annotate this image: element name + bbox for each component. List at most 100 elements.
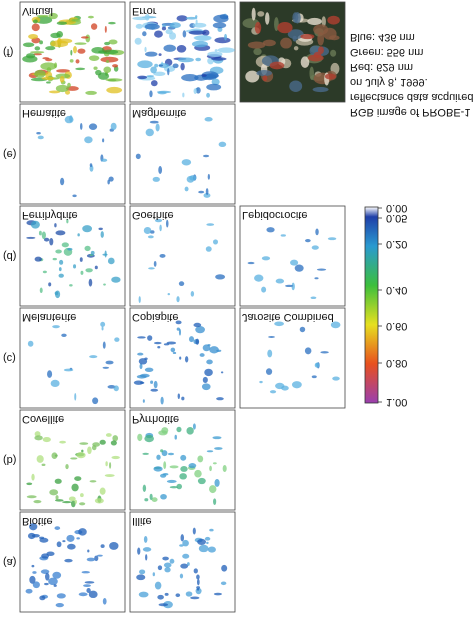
map-blob: [206, 83, 222, 91]
panel-frame: [129, 103, 236, 205]
map-blob: [327, 237, 337, 241]
rgb-blob: [329, 35, 340, 41]
panel-title: Virtual: [22, 5, 53, 17]
colorbar-label: 0.20: [386, 238, 407, 250]
map-blob: [214, 447, 223, 450]
map-blob: [180, 563, 189, 569]
map-blob: [167, 452, 175, 456]
map-blob: [33, 53, 43, 56]
map-blob: [48, 90, 61, 94]
map-blob: [55, 495, 59, 500]
map-blob: [97, 72, 110, 80]
map-blob: [74, 42, 87, 45]
map-blob: [156, 454, 161, 460]
map-blob: [142, 399, 145, 403]
map-blob: [202, 344, 211, 352]
map-blob: [77, 233, 80, 237]
map-blob: [78, 592, 88, 597]
map-blob: [182, 92, 185, 98]
map-blob: [36, 132, 41, 135]
map-blob: [175, 320, 182, 325]
map-blob: [58, 273, 64, 278]
colorbar-label: 0.05: [386, 212, 407, 224]
map-blob: [57, 38, 73, 44]
map-blob: [176, 296, 180, 303]
map-blob: [163, 562, 172, 568]
rgb-blob: [293, 46, 299, 51]
map-blob: [112, 64, 119, 68]
map-blob: [54, 478, 62, 484]
map-blob: [99, 487, 106, 495]
panel-title: Maghemite: [132, 107, 186, 119]
map-blob: [100, 544, 105, 548]
map-blob: [84, 136, 93, 144]
map-blob: [158, 166, 163, 174]
map-blob: [188, 336, 195, 343]
map-blob: [44, 582, 49, 586]
panel: [19, 511, 126, 613]
map-blob: [39, 537, 49, 543]
map-blob: [32, 581, 40, 589]
rgb-blob: [254, 21, 262, 34]
map-blob: [102, 253, 108, 256]
map-blob: [71, 483, 79, 492]
map-blob: [76, 452, 86, 459]
panel-title: Illite: [132, 515, 152, 527]
map-blob: [158, 603, 169, 607]
map-blob: [314, 362, 320, 368]
map-blob: [150, 380, 154, 384]
map-blob: [178, 328, 182, 336]
map-blob: [180, 62, 185, 71]
map-blob: [43, 237, 50, 242]
panel-frame: [19, 307, 126, 409]
map-blob: [206, 223, 215, 226]
map-blob: [96, 554, 103, 557]
map-blob: [176, 483, 183, 490]
map-blob: [110, 122, 117, 131]
map-blob: [221, 564, 228, 572]
map-blob: [28, 33, 39, 40]
map-blob: [198, 190, 205, 194]
panel: [129, 205, 236, 307]
map-blob: [111, 276, 121, 283]
map-blob: [137, 433, 143, 442]
map-blob: [291, 381, 302, 389]
map-blob: [163, 343, 170, 346]
map-blob: [70, 457, 78, 460]
map-blob: [42, 57, 50, 60]
map-blob: [153, 380, 158, 389]
map-blob: [142, 547, 152, 552]
map-blob: [54, 499, 64, 502]
map-blob: [72, 194, 77, 198]
map-blob: [212, 462, 217, 465]
map-blob: [144, 367, 154, 372]
map-blob: [113, 385, 119, 392]
map-blob: [135, 23, 143, 29]
map-blob: [179, 356, 182, 360]
map-blob: [206, 541, 209, 545]
rgb-blob: [300, 33, 315, 40]
map-blob: [149, 493, 153, 500]
map-blob: [102, 341, 106, 349]
map-blob: [196, 588, 200, 591]
map-blob: [176, 44, 187, 53]
map-blob: [144, 498, 149, 502]
map-blob: [147, 335, 153, 341]
map-blob: [85, 268, 93, 273]
map-blob: [67, 82, 71, 88]
row-label: (b): [3, 454, 16, 466]
map-blob: [75, 59, 80, 64]
colorbar-label: 0.80: [386, 357, 407, 369]
map-blob: [102, 366, 110, 369]
map-blob: [55, 290, 61, 299]
colorbar-label: 0.00: [386, 202, 407, 214]
map-blob: [147, 235, 154, 239]
rgb-caption: Blue: 436 nm: [350, 31, 415, 43]
map-blob: [56, 593, 66, 599]
map-blob: [316, 268, 327, 271]
map-blob: [261, 256, 271, 261]
map-blob: [92, 442, 100, 447]
map-blob: [114, 337, 120, 342]
rgb-blob: [313, 24, 329, 35]
panel-title: Goethite: [132, 209, 174, 221]
